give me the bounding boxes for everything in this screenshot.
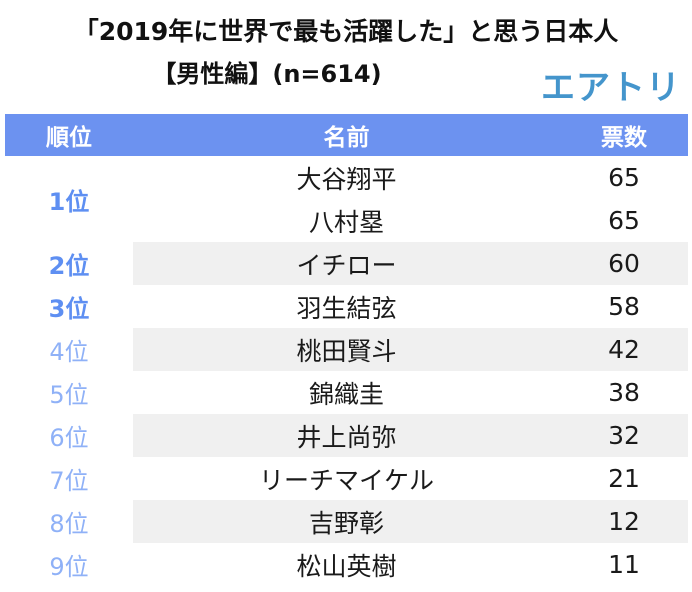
- votes-cell: 65: [560, 199, 688, 242]
- votes-cell: 32: [560, 414, 688, 457]
- name-cell: 大谷翔平: [133, 156, 560, 199]
- name-cell: 錦織圭: [133, 371, 560, 414]
- ranking-table-body: 1位 大谷翔平 65 八村塁 65 2位 イチロー 60 3位 羽生結弦 58 4位 桃田賢斗 42 5位錦…: [5, 156, 688, 586]
- name-cell: 八村塁: [133, 199, 560, 242]
- table-row: 8位 吉野彰 12: [5, 500, 688, 543]
- table-row: 八村塁 65: [5, 199, 688, 242]
- rank-cell: 9位: [5, 543, 133, 586]
- table-header-row: 順位 名前 票数: [5, 114, 688, 156]
- name-cell: 桃田賢斗: [133, 328, 560, 371]
- column-header-votes: 票数: [560, 114, 688, 156]
- votes-cell: 38: [560, 371, 688, 414]
- table-row: 2位 イチロー 60: [5, 242, 688, 285]
- table-row: 5位 錦織圭 38: [5, 371, 688, 414]
- column-header-rank: 順位: [5, 114, 133, 156]
- rank-cell: 3位: [5, 285, 133, 328]
- table-row: 6位 井上尚弥 32: [5, 414, 688, 457]
- votes-cell: 65: [560, 156, 688, 199]
- table-header: 順位 名前 票数: [5, 114, 688, 156]
- table-row: 1位 大谷翔平 65: [5, 156, 688, 242]
- votes-cell: 58: [560, 285, 688, 328]
- title-area: 「2019年に世界で最も活躍した」と思う日本人 【男性編】(n=614) エアト…: [0, 0, 692, 116]
- table-row: 7位 リーチマイケル 21: [5, 457, 688, 500]
- votes-cell: 21: [560, 457, 688, 500]
- name-cell: イチロー: [133, 242, 560, 285]
- ranking-table: 順位 名前 票数 1位 大谷翔平 65 八村塁 65 2位 イチロー 60 3位 羽生結弦 58 4位…: [5, 114, 688, 586]
- table-row: 9位 松山英樹 11: [5, 543, 688, 586]
- name-cell: 吉野彰: [133, 500, 560, 543]
- rank-cell: 2位: [5, 242, 133, 285]
- rank-cell: 8位: [5, 500, 133, 543]
- name-cell: 松山英樹: [133, 543, 560, 586]
- votes-cell: 11: [560, 543, 688, 586]
- votes-cell: 60: [560, 242, 688, 285]
- table-row: 3位 羽生結弦 58: [5, 285, 688, 328]
- airtrip-logo: エアトリ: [541, 68, 681, 108]
- votes-cell: 42: [560, 328, 688, 371]
- rank-cell: 1位: [5, 156, 133, 242]
- name-cell: リーチマイケル: [133, 457, 560, 500]
- name-cell: 羽生結弦: [133, 285, 560, 328]
- rank-cell: 7位: [5, 457, 133, 500]
- page-title: 「2019年に世界で最も活躍した」と思う日本人: [73, 17, 619, 46]
- column-header-name: 名前: [133, 114, 560, 156]
- table-row: 4位 桃田賢斗 42: [5, 328, 688, 371]
- rank-cell: 5位: [5, 371, 133, 414]
- votes-cell: 12: [560, 500, 688, 543]
- page-subtitle: 【男性編】(n=614): [152, 60, 382, 88]
- name-cell: 井上尚弥: [133, 414, 560, 457]
- rank-cell: 4位: [5, 328, 133, 371]
- rank-cell: 6位: [5, 414, 133, 457]
